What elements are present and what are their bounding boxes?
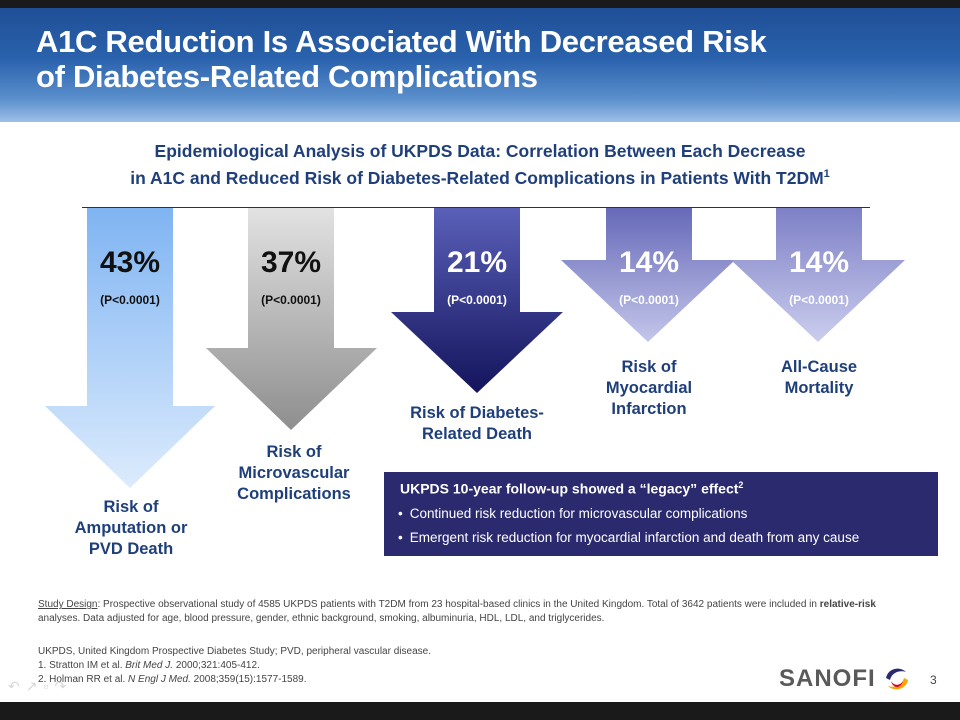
percent-amputation: 43% (99, 246, 161, 279)
divider-line (82, 207, 870, 208)
label-diabetes-death: Risk of Diabetes- Related Death (410, 404, 544, 443)
bottom-bar (0, 702, 960, 720)
reference-item: 1. Stratton IM et al. Brit Med J. 2000;3… (38, 660, 260, 671)
label-microvascular: Risk of Microvascular Complications (237, 443, 351, 503)
subtitle-line-2: in A1C and Reduced Risk of Diabetes-Rela… (130, 167, 830, 188)
slide-nav-controls: ↶↗▫↷ (8, 678, 72, 695)
reference-item: 2. Holman RR et al. N Engl J Med. 2008;3… (38, 674, 307, 685)
chart-subtitle: Epidemiological Analysis of UKPDS Data: … (40, 140, 920, 190)
sanofi-swirl-icon (885, 668, 908, 690)
pvalue-microvascular: (P<0.0001) (261, 293, 321, 307)
arrow-diabetes-death (391, 208, 563, 393)
pvalue-myocardial: (P<0.0001) (619, 293, 679, 307)
percent-myocardial: 14% (618, 246, 680, 279)
pvalue-mortality: (P<0.0001) (789, 293, 849, 307)
legacy-bullet: Continued risk reduction for microvascul… (398, 502, 859, 526)
arrow-mortality (731, 208, 905, 342)
pvalue-diabetes-death: (P<0.0001) (447, 293, 507, 307)
subtitle-footnote-ref: 1 (823, 168, 830, 180)
study-design-label: Study Design (38, 599, 98, 610)
abbreviations-note: UKPDS, United Kingdom Prospective Diabet… (38, 646, 431, 657)
top-bar (0, 0, 960, 8)
forward-arrow-icon[interactable]: ↷ (54, 678, 73, 694)
title-line-2: of Diabetes-Related Complications (36, 59, 538, 94)
menu-icon[interactable]: ▫ (43, 678, 55, 694)
sanofi-logo: SANOFI (779, 663, 912, 695)
pen-icon[interactable]: ↗ (25, 678, 44, 694)
page-number: 3 (930, 673, 937, 687)
legacy-bullet-list: Continued risk reduction for microvascul… (398, 502, 859, 550)
logo-text: SANOFI (779, 665, 876, 692)
arrow-microvascular (206, 208, 377, 430)
label-amputation: Risk of Amputation or PVD Death (74, 498, 188, 558)
legacy-footnote-ref: 2 (738, 480, 744, 490)
title-line-1: A1C Reduction Is Associated With Decreas… (36, 24, 767, 59)
study-design-note: Study Design: Prospective observational … (38, 599, 876, 624)
arrow-myocardial (561, 208, 735, 342)
legacy-effect-box: UKPDS 10-year follow-up showed a “legacy… (384, 472, 938, 556)
back-arrow-icon[interactable]: ↶ (8, 678, 26, 694)
slide-title: A1C Reduction Is Associated With Decreas… (36, 24, 767, 94)
label-mortality: All-Cause Mortality (780, 358, 858, 397)
pvalue-amputation: (P<0.0001) (100, 293, 160, 307)
percent-mortality: 14% (788, 246, 850, 279)
percent-microvascular: 37% (260, 246, 322, 279)
arrow-amputation (45, 208, 215, 488)
label-myocardial: Risk of Myocardial Infarction (605, 358, 693, 418)
slide-header: A1C Reduction Is Associated With Decreas… (0, 8, 960, 122)
percent-diabetes-death: 21% (446, 246, 508, 279)
references: 1. Stratton IM et al. Brit Med J. 2000;3… (38, 659, 307, 687)
subtitle-line-1: Epidemiological Analysis of UKPDS Data: … (154, 141, 806, 161)
legacy-bullet: Emergent risk reduction for myocardial i… (398, 526, 859, 550)
legacy-box-title: UKPDS 10-year follow-up showed a “legacy… (400, 480, 744, 497)
